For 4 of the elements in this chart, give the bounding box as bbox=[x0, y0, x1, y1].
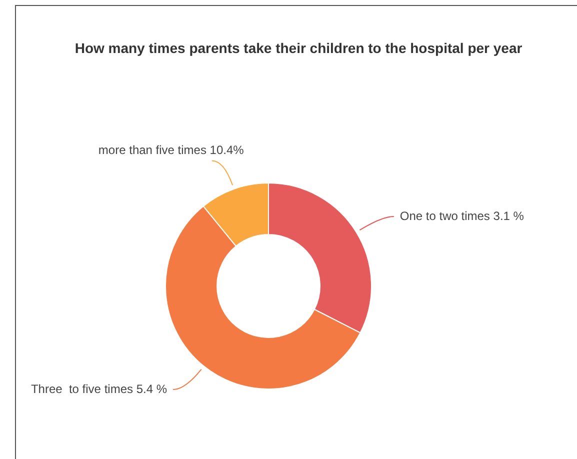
slice-label: Three to five times 5.4 % bbox=[30, 382, 168, 396]
slice-label: more than five times 10.4% bbox=[98, 143, 244, 158]
slice-label: One to two times 3.1 % bbox=[400, 208, 524, 223]
chart-title: How many times parents take their children to the hospital per year bbox=[74, 40, 524, 56]
